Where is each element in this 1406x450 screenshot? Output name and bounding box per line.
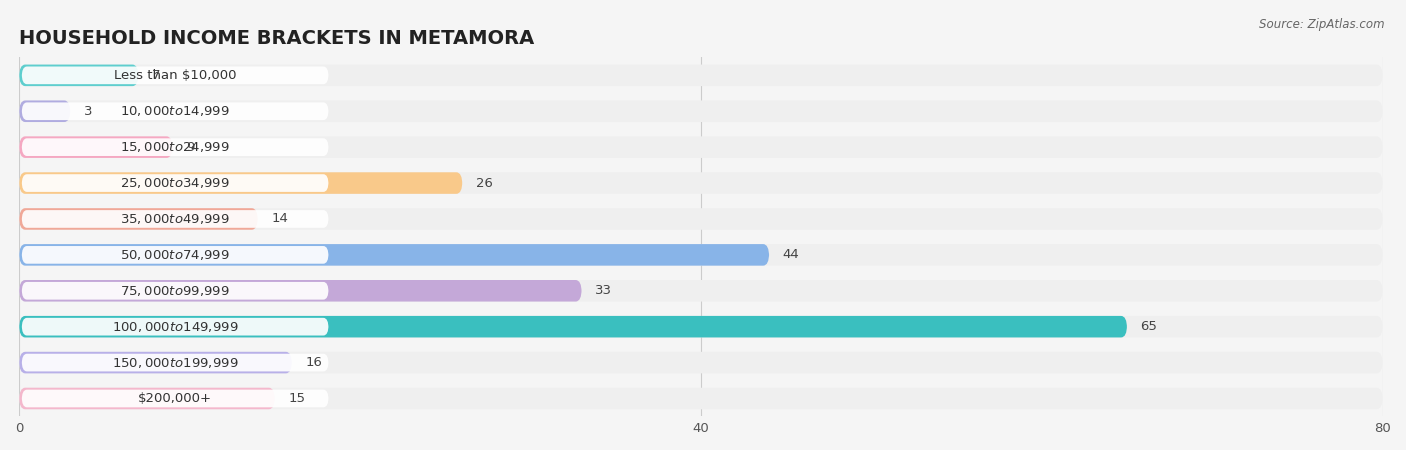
- Text: $10,000 to $14,999: $10,000 to $14,999: [121, 104, 231, 118]
- Text: $200,000+: $200,000+: [138, 392, 212, 405]
- Text: $35,000 to $49,999: $35,000 to $49,999: [121, 212, 231, 226]
- FancyBboxPatch shape: [20, 244, 1382, 266]
- FancyBboxPatch shape: [21, 138, 329, 156]
- Text: HOUSEHOLD INCOME BRACKETS IN METAMORA: HOUSEHOLD INCOME BRACKETS IN METAMORA: [20, 28, 534, 48]
- Text: Source: ZipAtlas.com: Source: ZipAtlas.com: [1260, 18, 1385, 31]
- FancyBboxPatch shape: [20, 64, 138, 86]
- Text: $15,000 to $24,999: $15,000 to $24,999: [121, 140, 231, 154]
- FancyBboxPatch shape: [20, 388, 1382, 409]
- FancyBboxPatch shape: [21, 282, 329, 300]
- FancyBboxPatch shape: [21, 210, 329, 228]
- Text: 65: 65: [1140, 320, 1157, 333]
- Text: 3: 3: [84, 105, 93, 118]
- Text: Less than $10,000: Less than $10,000: [114, 69, 236, 82]
- Text: $150,000 to $199,999: $150,000 to $199,999: [112, 356, 239, 369]
- FancyBboxPatch shape: [20, 316, 1382, 338]
- Text: 7: 7: [152, 69, 160, 82]
- FancyBboxPatch shape: [21, 174, 329, 192]
- FancyBboxPatch shape: [21, 318, 329, 336]
- FancyBboxPatch shape: [20, 388, 274, 409]
- Text: 44: 44: [783, 248, 800, 261]
- FancyBboxPatch shape: [20, 280, 1382, 302]
- FancyBboxPatch shape: [21, 354, 329, 371]
- FancyBboxPatch shape: [20, 64, 1382, 86]
- Text: $100,000 to $149,999: $100,000 to $149,999: [112, 320, 239, 334]
- FancyBboxPatch shape: [20, 208, 1382, 230]
- FancyBboxPatch shape: [21, 246, 329, 264]
- FancyBboxPatch shape: [20, 316, 1128, 338]
- FancyBboxPatch shape: [20, 352, 292, 374]
- FancyBboxPatch shape: [20, 172, 1382, 194]
- FancyBboxPatch shape: [20, 172, 463, 194]
- FancyBboxPatch shape: [20, 136, 173, 158]
- Text: 26: 26: [477, 176, 494, 189]
- FancyBboxPatch shape: [20, 352, 1382, 374]
- Text: $25,000 to $34,999: $25,000 to $34,999: [121, 176, 231, 190]
- FancyBboxPatch shape: [21, 103, 329, 120]
- FancyBboxPatch shape: [21, 390, 329, 407]
- FancyBboxPatch shape: [21, 67, 329, 84]
- FancyBboxPatch shape: [20, 208, 257, 230]
- Text: 16: 16: [305, 356, 322, 369]
- Text: 9: 9: [186, 141, 194, 153]
- Text: 15: 15: [288, 392, 305, 405]
- Text: 33: 33: [595, 284, 612, 297]
- FancyBboxPatch shape: [20, 280, 582, 302]
- FancyBboxPatch shape: [20, 244, 769, 266]
- FancyBboxPatch shape: [20, 100, 1382, 122]
- Text: $75,000 to $99,999: $75,000 to $99,999: [121, 284, 231, 298]
- FancyBboxPatch shape: [20, 136, 1382, 158]
- Text: 14: 14: [271, 212, 288, 225]
- FancyBboxPatch shape: [20, 100, 70, 122]
- Text: $50,000 to $74,999: $50,000 to $74,999: [121, 248, 231, 262]
